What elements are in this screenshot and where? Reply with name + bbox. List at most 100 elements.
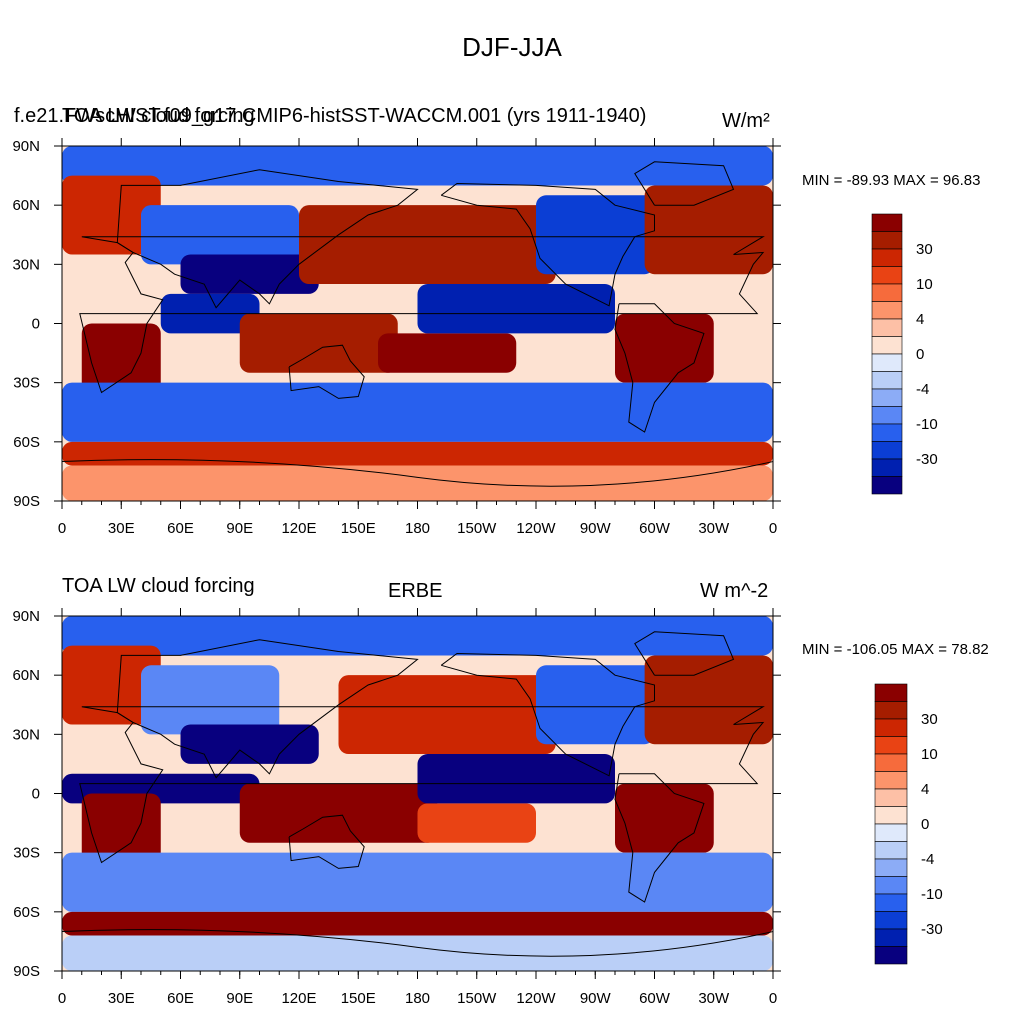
panel1-left-title: f.e21.FWscHIST.f09_g17.CMIP6-histSST-WAC… xyxy=(14,105,647,127)
colorbar-label: -30 xyxy=(921,921,943,938)
colorbar-label: -10 xyxy=(921,886,943,903)
x-tick-label: 0 xyxy=(769,520,777,537)
region-antarctica xyxy=(62,465,773,501)
colorbar-label: 30 xyxy=(916,241,933,258)
region-antarctic-coast xyxy=(62,911,773,936)
panel2-units: W m^-2 xyxy=(700,580,769,602)
colorbar-box xyxy=(874,771,908,790)
x-tick-label: 90W xyxy=(580,990,612,1007)
x-tick-label: 120W xyxy=(516,990,556,1007)
x-tick-label: 180 xyxy=(405,520,430,537)
colorbar-box xyxy=(871,283,903,302)
coastline xyxy=(288,344,365,399)
coastline xyxy=(634,631,735,676)
x-tick-label: 60W xyxy=(639,520,671,537)
region-maritime-continent xyxy=(239,313,398,373)
x-tick-label: 120W xyxy=(516,520,556,537)
x-tick-label: 60E xyxy=(167,520,194,537)
colorbar-box xyxy=(874,841,908,860)
panel2-center-title: ERBE xyxy=(388,580,443,602)
colorbar-label: 0 xyxy=(921,816,929,833)
colorbar-box xyxy=(874,736,908,755)
x-tick-label: 0 xyxy=(769,990,777,1007)
x-tick-label: 150E xyxy=(341,520,376,537)
x-tick-label: 30W xyxy=(698,990,730,1007)
colorbar-box xyxy=(874,683,908,702)
region-tropical-e-pacific xyxy=(417,284,615,334)
y-tick-label: 0 xyxy=(32,786,40,803)
x-tick-label: 150W xyxy=(457,990,497,1007)
colorbar-box xyxy=(871,336,903,355)
colorbar-label: -30 xyxy=(916,451,938,468)
coastline xyxy=(116,639,419,779)
y-tick-label: 60S xyxy=(13,434,40,451)
colorbar-box xyxy=(871,371,903,390)
x-tick-label: 60W xyxy=(639,990,671,1007)
colorbar-box xyxy=(874,911,908,930)
region-north-america xyxy=(536,665,655,745)
x-tick-label: 30W xyxy=(698,520,730,537)
colorbar-box xyxy=(874,946,908,965)
colorbar-label: 0 xyxy=(916,346,924,363)
colorbar-label: 30 xyxy=(921,711,938,728)
x-tick-label: 120E xyxy=(281,520,316,537)
y-tick-label: 30N xyxy=(12,726,40,743)
colorbar-box xyxy=(871,353,903,372)
region-arctic-band xyxy=(62,146,773,186)
y-tick-label: 90N xyxy=(12,608,40,625)
coastline-antarctica xyxy=(61,459,774,487)
map-panel-1-group: 0 30E 60E 90E 120E 150E 180 150W 120W 90W 60W 30W 0 9… xyxy=(12,138,938,537)
colorbar-box xyxy=(874,806,908,825)
x-tick-label: 120E xyxy=(281,990,316,1007)
colorbar-box xyxy=(871,476,903,495)
colorbar-box xyxy=(871,423,903,442)
colorbar-box xyxy=(874,893,908,912)
figure-title: DJF-JJA xyxy=(462,32,562,62)
panel2-minmax: MIN = -106.05 MAX = 78.82 xyxy=(802,641,989,658)
colorbar-box xyxy=(871,248,903,267)
x-tick-label: 30E xyxy=(108,520,135,537)
region-central-asia xyxy=(141,665,280,735)
coastline xyxy=(288,814,365,869)
colorbar-box xyxy=(874,823,908,842)
y-tick-label: 30S xyxy=(13,375,40,392)
coastline xyxy=(634,161,735,206)
colorbar-box xyxy=(874,701,908,720)
colorbar-box xyxy=(871,301,903,320)
colorbar-label: 10 xyxy=(916,276,933,293)
region-tropical-e-pacific xyxy=(417,754,615,804)
panel1-left-subtitle: TOA LW cloud forcing xyxy=(62,105,255,127)
colorbar-label: 4 xyxy=(916,311,924,328)
region-north-america xyxy=(536,195,655,275)
x-tick-label: 90W xyxy=(580,520,612,537)
colorbar-box xyxy=(871,388,903,407)
region-antarctic-coast xyxy=(62,441,773,466)
region-southern-ocean xyxy=(62,382,773,442)
colorbar-box xyxy=(871,406,903,425)
x-tick-label: 60E xyxy=(167,990,194,1007)
y-tick-label: 90S xyxy=(13,963,40,980)
colorbar-box xyxy=(874,788,908,807)
colorbar-box xyxy=(874,928,908,947)
colorbar-box xyxy=(871,213,903,232)
x-tick-label: 180 xyxy=(405,990,430,1007)
colorbar-label: -4 xyxy=(916,381,929,398)
colorbar-box xyxy=(871,266,903,285)
y-tick-label: 90N xyxy=(12,138,40,155)
colorbar-label: -4 xyxy=(921,851,934,868)
coastline xyxy=(440,182,655,307)
y-tick-label: 30S xyxy=(13,845,40,862)
x-tick-label: 0 xyxy=(58,990,66,1007)
region-north-atlantic xyxy=(644,185,773,275)
colorbar-box xyxy=(874,718,908,737)
x-tick-label: 0 xyxy=(58,520,66,537)
x-tick-label: 90E xyxy=(226,520,253,537)
panel2-left-title: TOA LW cloud forcing xyxy=(62,575,255,597)
region-antarctica xyxy=(62,935,773,971)
x-tick-label: 90E xyxy=(226,990,253,1007)
region-south-pacific-cz xyxy=(417,803,536,843)
y-tick-label: 0 xyxy=(32,316,40,333)
region-europe xyxy=(62,645,161,725)
panel1-minmax: MIN = -89.93 MAX = 96.83 xyxy=(802,172,981,189)
